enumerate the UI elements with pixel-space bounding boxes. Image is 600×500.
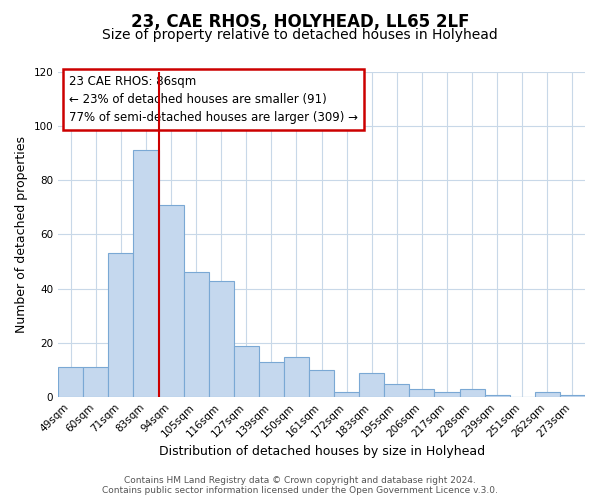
Bar [409, 389, 434, 397]
Bar [309, 370, 334, 397]
Bar [560, 394, 585, 397]
Bar [359, 373, 385, 397]
Text: 23, CAE RHOS, HOLYHEAD, LL65 2LF: 23, CAE RHOS, HOLYHEAD, LL65 2LF [131, 12, 469, 30]
Bar [184, 272, 209, 397]
Text: 23 CAE RHOS: 86sqm
← 23% of detached houses are smaller (91)
77% of semi-detache: 23 CAE RHOS: 86sqm ← 23% of detached hou… [69, 75, 358, 124]
Bar [83, 368, 109, 397]
Bar [58, 368, 83, 397]
Bar [485, 394, 510, 397]
Text: Size of property relative to detached houses in Holyhead: Size of property relative to detached ho… [102, 28, 498, 42]
Bar [234, 346, 259, 397]
X-axis label: Distribution of detached houses by size in Holyhead: Distribution of detached houses by size … [158, 444, 485, 458]
Bar [209, 280, 234, 397]
Bar [434, 392, 460, 397]
Bar [259, 362, 284, 397]
Bar [109, 254, 133, 397]
Bar [133, 150, 158, 397]
Y-axis label: Number of detached properties: Number of detached properties [15, 136, 28, 333]
Bar [334, 392, 359, 397]
Bar [385, 384, 409, 397]
Bar [284, 356, 309, 397]
Bar [460, 389, 485, 397]
Bar [535, 392, 560, 397]
Bar [158, 204, 184, 397]
Text: Contains HM Land Registry data © Crown copyright and database right 2024.
Contai: Contains HM Land Registry data © Crown c… [102, 476, 498, 495]
